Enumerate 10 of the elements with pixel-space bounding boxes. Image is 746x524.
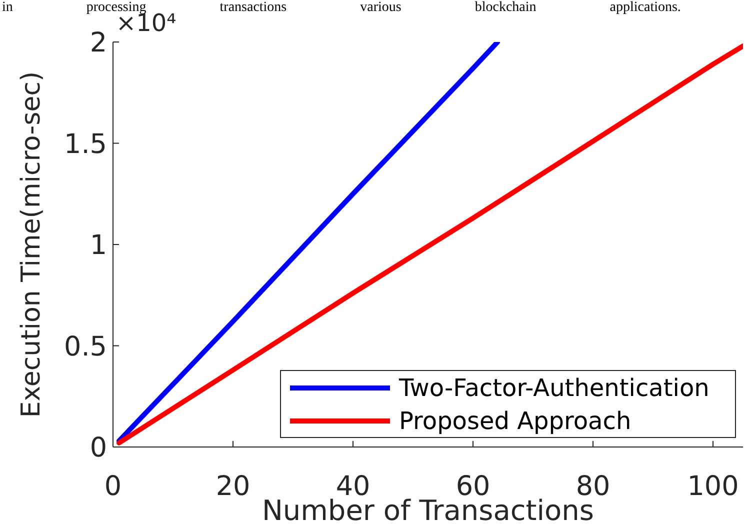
y-axis-title: Execution Time(micro-sec) [16,71,46,418]
legend-label: Two-Factor-Authentication [399,374,710,402]
x-tick-label: 100 [687,471,739,502]
y-tick-label: 0 [90,432,107,464]
y-tick-label: 2 [90,28,107,59]
y-tick-label: 1.5 [64,128,107,160]
legend-label: Proposed Approach [399,406,632,434]
x-tick-label: 20 [216,471,250,502]
y-tick-label: 0.5 [64,331,107,362]
y-tick-label: 1 [90,230,107,262]
